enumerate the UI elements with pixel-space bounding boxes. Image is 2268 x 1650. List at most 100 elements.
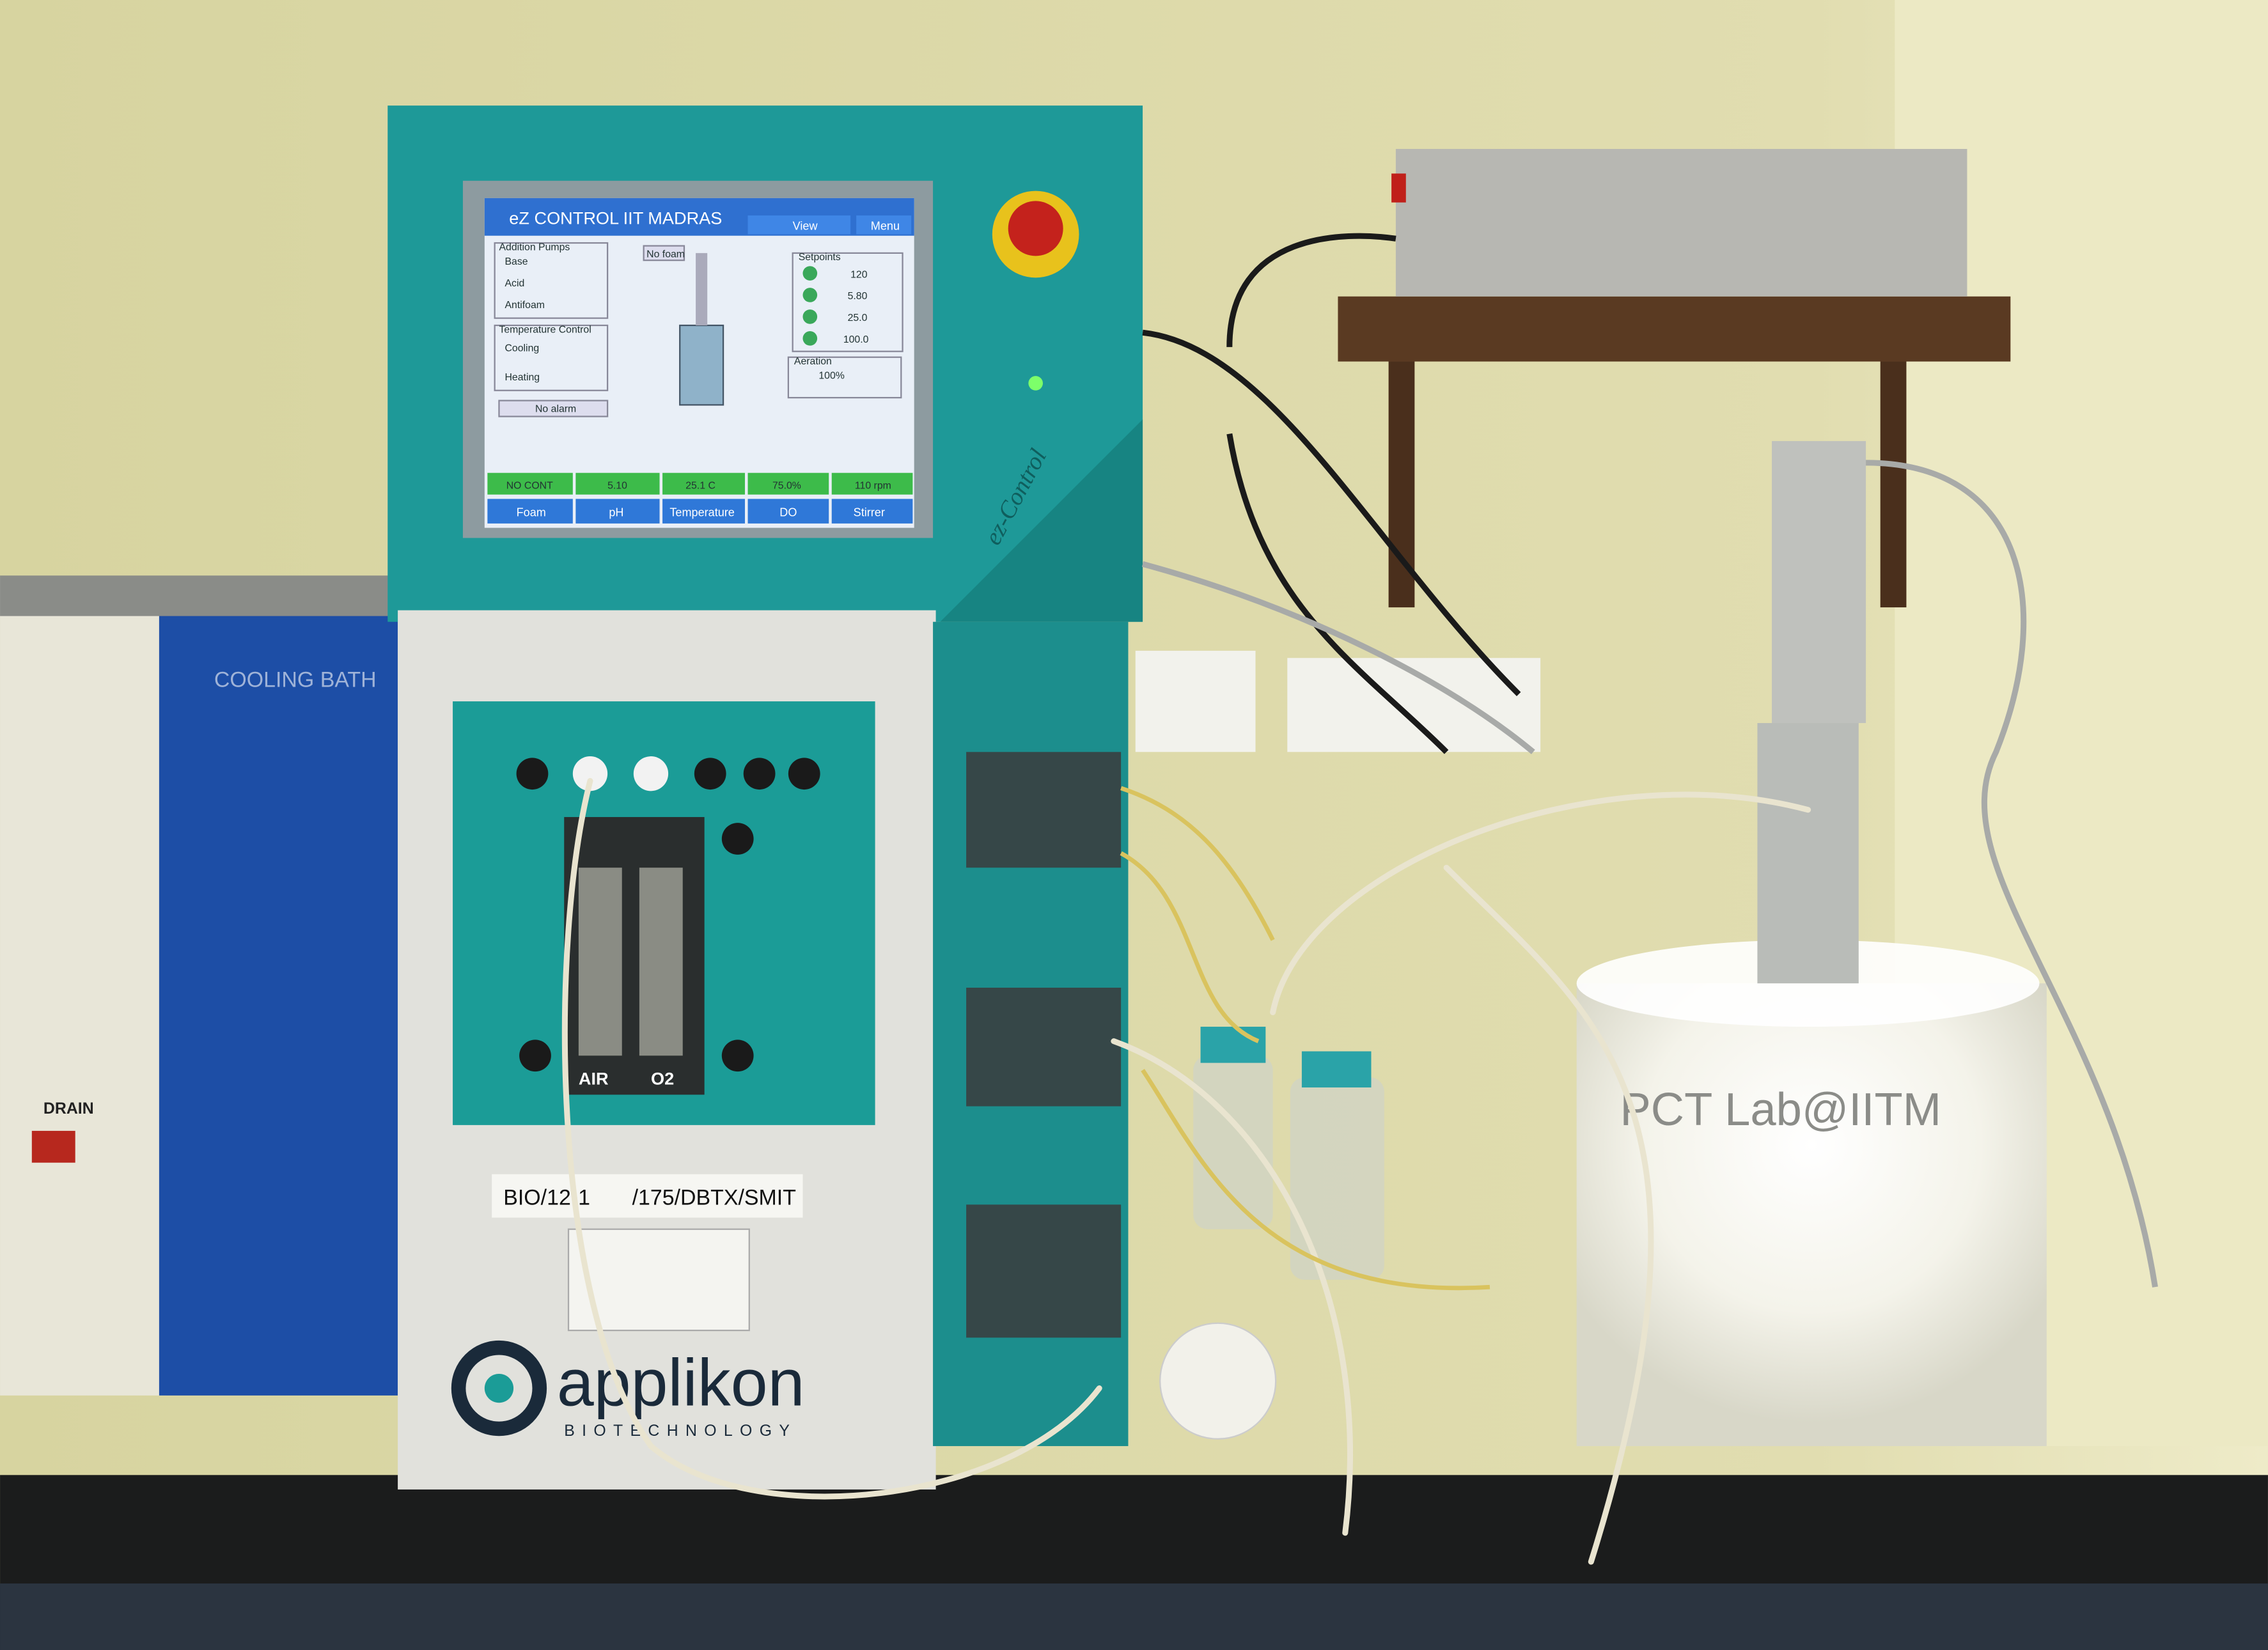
tab-label: Foam [517,506,546,519]
knob [519,1039,551,1072]
tab [831,499,913,524]
setpoint-icon [802,266,818,281]
setpoint-icon [802,309,818,324]
status-cell [747,472,829,495]
knob [788,758,820,790]
alarm-box [498,400,609,417]
cooling-bath-lid [0,575,398,616]
cable [1141,460,2158,1288]
knob [694,758,726,790]
tube [561,777,1811,1565]
screen-button [856,215,912,235]
brand-tagline: BIOTECHNOLOGY [564,1422,797,1440]
asset-sticker [492,1174,803,1218]
setpoint-value: 120 [850,269,868,280]
pump-label: Acid [505,278,525,289]
status-value: 75.0% [772,481,801,492]
reactor-shaft [1757,723,1859,984]
flow-meter-label: AIR [579,1069,609,1089]
knob [516,758,549,790]
reactor-jacket [1576,983,2047,1447]
peristaltic-pump [966,1204,1122,1338]
pump-panel [494,242,609,319]
status-value: 25.1 C [685,481,716,492]
shelf [1338,296,2011,362]
panel-heading: Temperature Control [499,324,591,335]
knob [721,823,754,855]
drain-valve [31,1130,75,1163]
asset-label: /175/DBTX/SMIT [632,1185,796,1210]
knob [743,758,776,790]
status-value: NO CONT [506,481,553,492]
screen-button-label: View [793,220,818,233]
setpoint-value: 5.80 [848,291,868,302]
screen-button-label: Menu [871,220,900,233]
watermark: PCT Lab@IITM [1620,1084,1942,1135]
knob [572,756,608,791]
bottle [1193,1055,1273,1229]
panel-heading: Addition Pumps [499,242,570,253]
knob [633,756,669,791]
panel-heading: Setpoints [799,252,841,263]
status-cell [575,472,660,495]
tab [662,499,746,524]
bottle [1290,1077,1384,1280]
setpoint-value: 100.0 [843,334,869,345]
flow-meter-label: O2 [651,1069,674,1089]
tab-label: Temperature [669,506,735,519]
screen-title: eZ CONTROL IIT MADRAS [509,208,722,228]
status-led [1028,376,1043,391]
alarm-status: No alarm [535,404,576,415]
brand-logo [451,1340,547,1436]
calibration-sticker [567,1228,750,1332]
bottle-cap [1200,1027,1266,1063]
foam-status: No foam [646,249,685,260]
tube [1120,786,1490,1291]
status-bar: NO CONT 5.10 25.1 C 75.0% 110 rpm Foam p… [487,472,913,524]
status-value: 5.10 [607,481,627,492]
stirrer-icon [696,253,708,325]
status-cell [831,472,913,495]
tab-label: Stirrer [854,506,885,519]
setpoint-panel [792,252,903,352]
panel-heading: Aeration [794,356,832,367]
cooling-bath-side [0,578,167,1396]
stirrer-motor [1772,440,1866,724]
cooling-bath [159,614,398,1396]
cooling-bath-label: COOLING BATH [214,667,377,692]
power-supply [1395,148,1967,297]
cabinet [0,1583,2268,1650]
setpoint-icon [802,331,818,346]
status-cell [487,472,573,495]
mode-label: Cooling [505,343,540,354]
setpoint-icon [802,288,818,302]
drain-label: DRAIN [43,1100,94,1117]
vessel-icon [679,324,724,406]
status-value: 110 rpm [855,481,891,492]
shelf-support [1880,361,1907,608]
pump-label: Antifoam [505,300,545,311]
foam-box [643,245,685,261]
wall-socket [1135,650,1256,752]
mode-label: Heating [505,372,540,383]
emergency-stop [1008,201,1063,256]
rotameter [578,868,622,1056]
screen-button [747,215,851,235]
pump-label: Base [505,256,528,267]
peristaltic-pump [966,752,1122,868]
tab [487,499,573,524]
filter [1159,1322,1277,1440]
tab-label: pH [609,506,623,519]
tab [575,499,660,524]
brand-name: applikon [557,1346,805,1420]
setpoint-value: 25.0 [848,313,868,323]
rotameter [639,868,683,1056]
peristaltic-pump [966,987,1122,1107]
aeration-panel [787,356,902,399]
temperature-panel [494,324,609,391]
power-switch [1391,173,1406,203]
bottle-cap [1301,1051,1372,1088]
